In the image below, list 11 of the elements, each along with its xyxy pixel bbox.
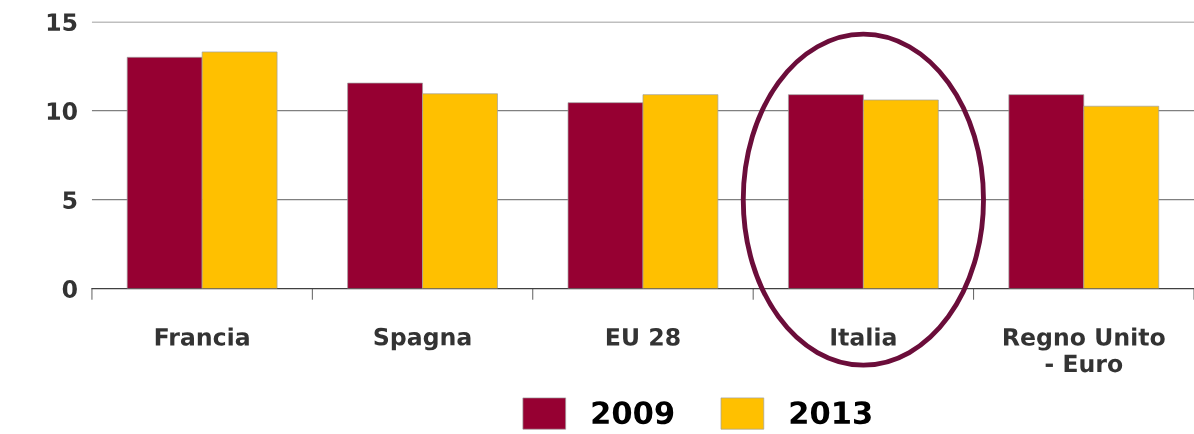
x-tick-label: Regno Unito - Euro [1004,327,1165,373]
x-tick-label: Italia [831,327,896,346]
x-tick-label: EU 28 [606,327,680,346]
x-tick-label: Francia [155,327,249,346]
x-tick-label: Spagna [374,327,471,351]
y-tick-label: 0 [62,280,77,298]
y-tick-label: 15 [47,13,77,32]
y-tick-label: 5 [63,191,77,209]
legend-label: 2013 [790,401,871,425]
y-tick-label: 10 [47,102,77,120]
legend-label: 2009 [592,401,674,425]
